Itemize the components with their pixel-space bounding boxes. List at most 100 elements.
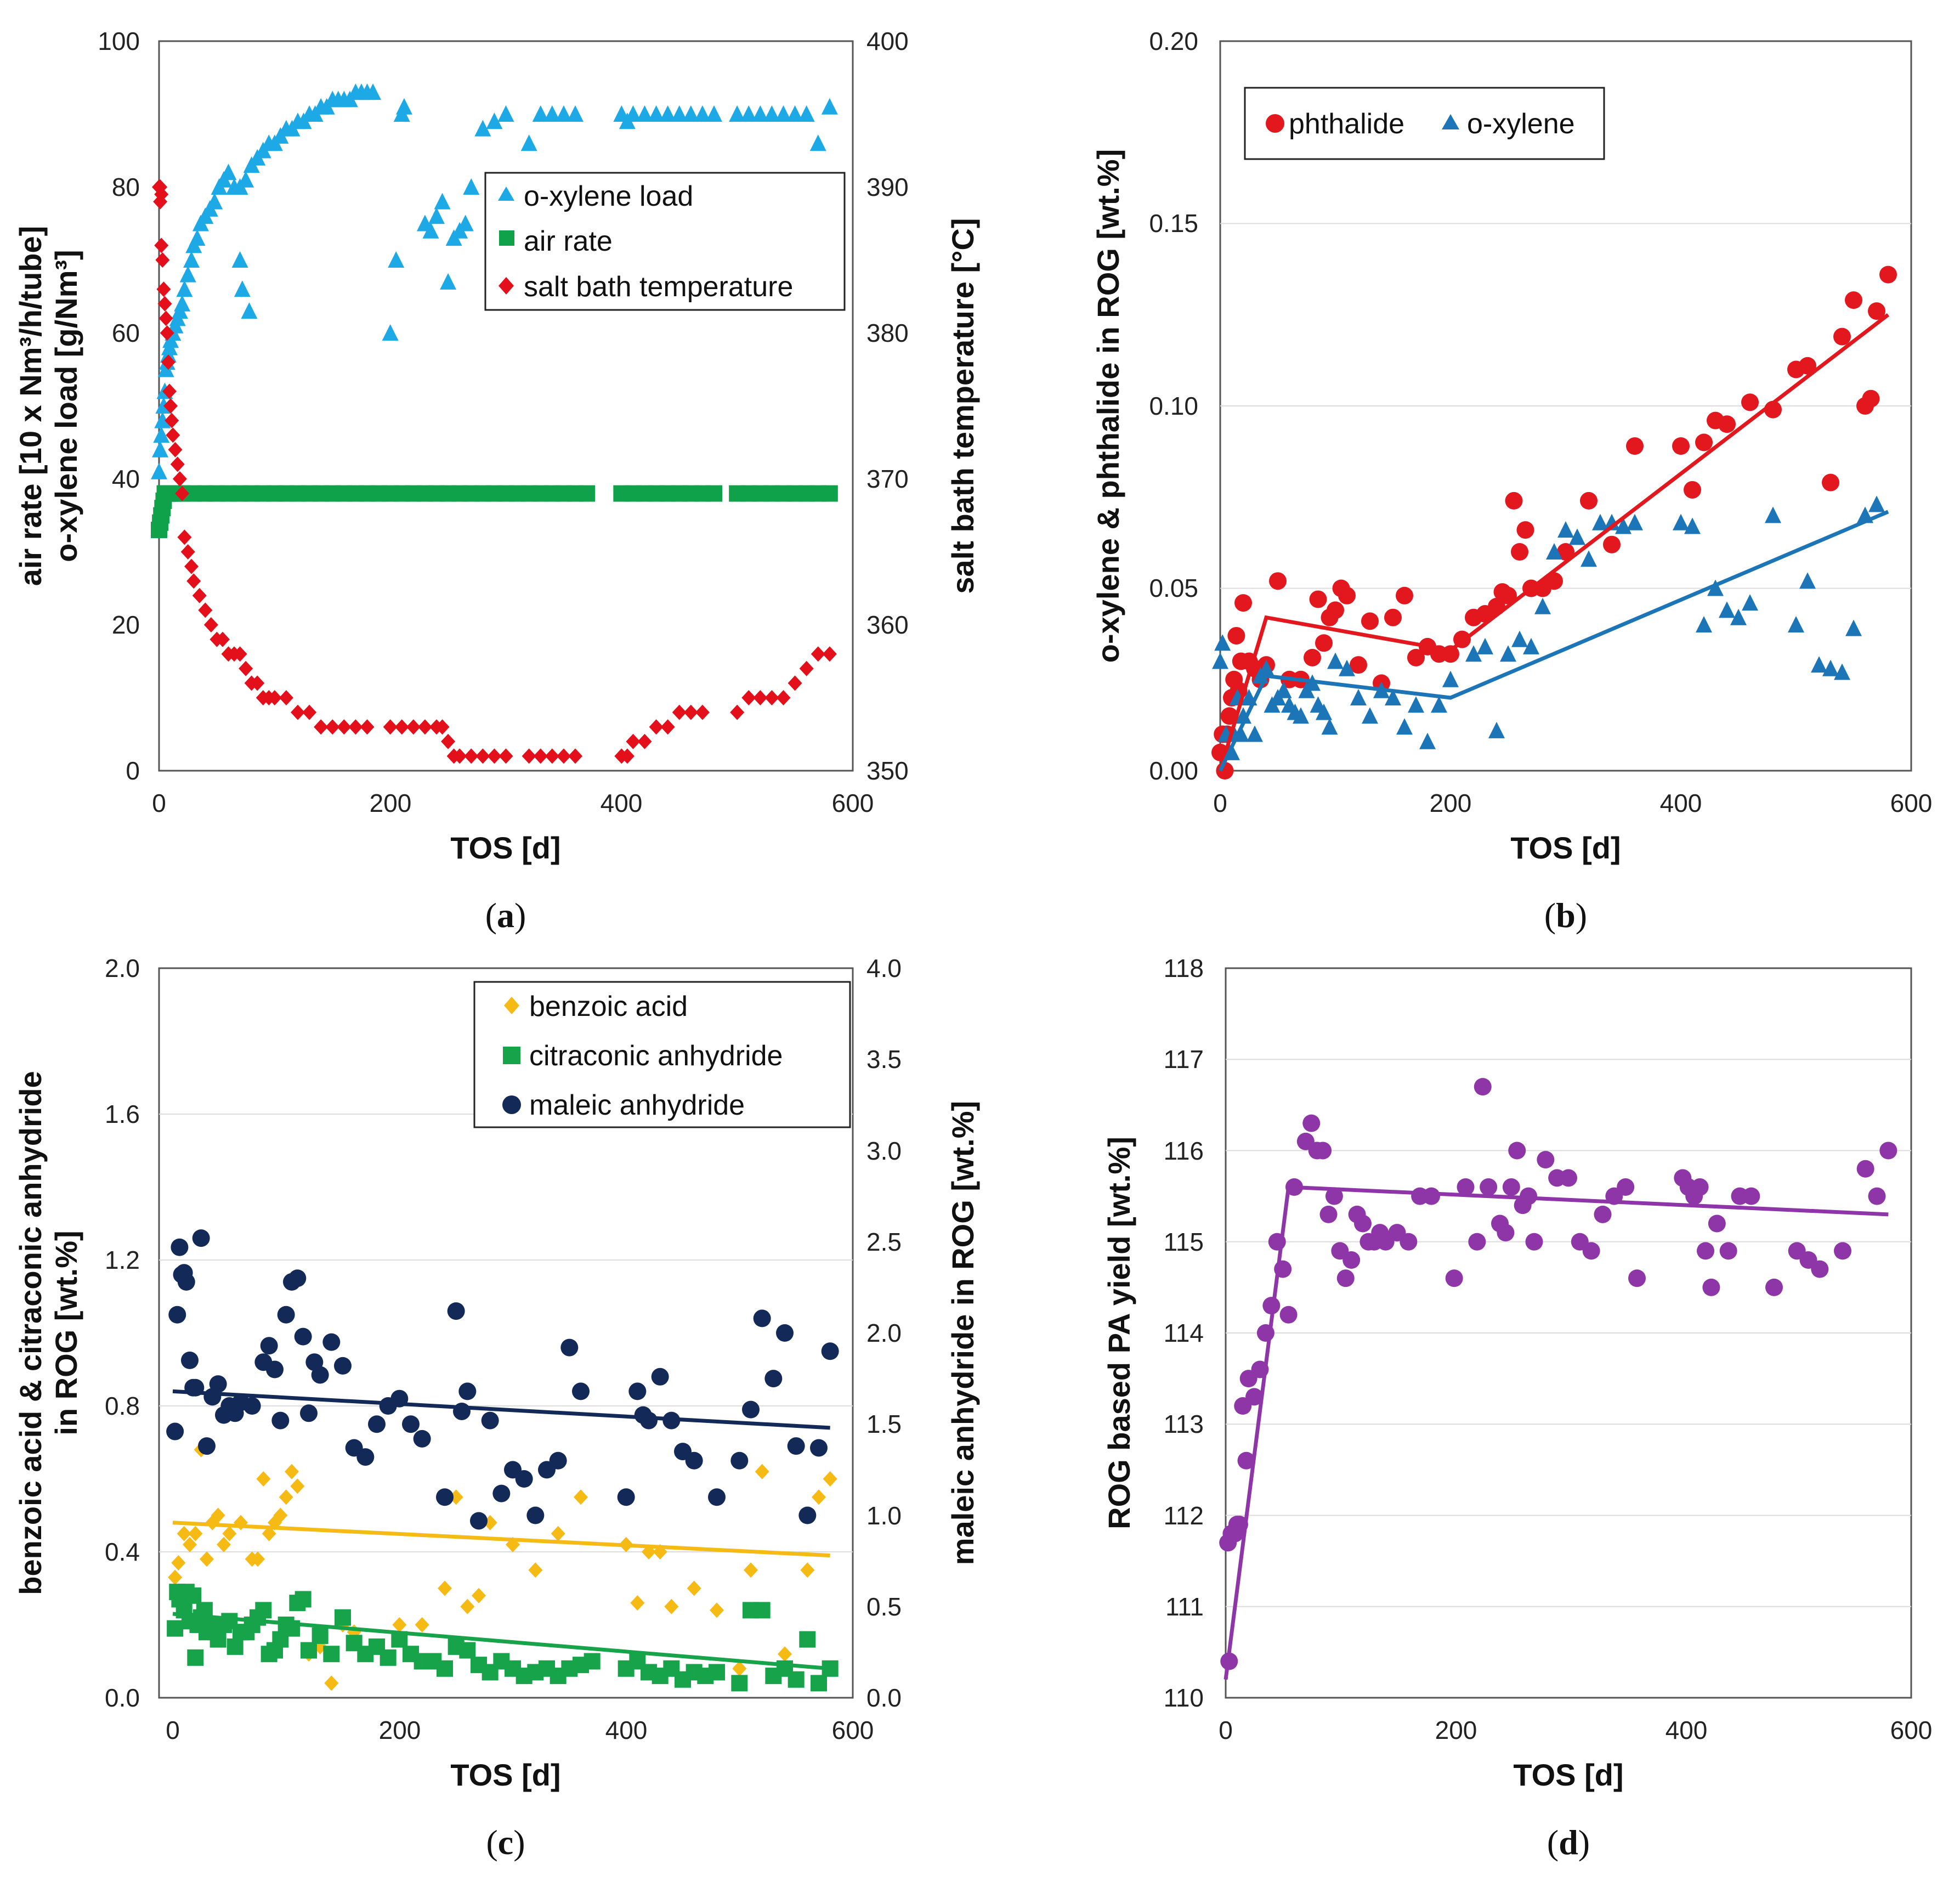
panel-c-citraconic-anhydride-point [185, 1587, 202, 1604]
panel-a-salt-bath-temperature-point [170, 456, 185, 472]
panel-a-legend-marker-oxylene [498, 187, 514, 201]
panel-a-salt-bath-temperature-point [163, 398, 178, 414]
panel-c-maleic-anhydride-point [413, 1430, 431, 1448]
panel-a-o-xylene-load-point [798, 105, 815, 122]
panel-d-pa-yield-point [1474, 1078, 1492, 1096]
panel-a-salt-bath-temperature-point [158, 310, 173, 326]
panel-c-benzoic-acid-point [262, 1526, 276, 1541]
panel-c-citraconic-anhydride-point [799, 1631, 816, 1648]
panel-b-o-xylene-point [1581, 550, 1597, 567]
panel-b-o-xylene-point [1799, 572, 1816, 589]
panel-c-citraconic-anhydride-point [209, 1631, 226, 1648]
panel-a-salt-bath-temperature-point [545, 748, 559, 764]
panel-c-maleic-anhydride-point [171, 1238, 189, 1256]
panel-d-ytick-3: 113 [1164, 1410, 1204, 1438]
panel-c-citraconic-anhydride-point [459, 1642, 476, 1659]
panel-d-pa-yield-point [1445, 1269, 1463, 1287]
panel-a-plot-area [158, 40, 854, 772]
panel-b-xtick-1: 200 [1430, 789, 1472, 817]
panel-b-o-xylene-point [1627, 513, 1643, 530]
panel-c-maleic-anhydride-point [628, 1382, 647, 1400]
panel-c-maleic-anhydride-point [243, 1397, 261, 1415]
panel-d-pa-yield-point [1302, 1114, 1321, 1132]
panel-d-pa-yield-point [1525, 1233, 1543, 1251]
panel-c-maleic-anhydride-point [177, 1273, 195, 1291]
panel-a-ytick-2: 40 [112, 465, 140, 493]
panel-a-salt-bath-temperature-point [626, 733, 641, 749]
panel-a-salt-bath-temperature-point [441, 733, 456, 749]
panel-d-caption-letter: d [1559, 1823, 1578, 1862]
panel-c-plot-area [158, 967, 854, 1699]
panel-b-phthalide-point [1799, 357, 1816, 375]
panel-a-salt-bath-temperature-point [406, 719, 421, 735]
panel-c-legend-box [473, 981, 851, 1128]
panel-a-o-xylene-load-point [821, 98, 838, 115]
panel-c-ylabel2: in ROG [wt.%] [49, 1230, 83, 1435]
panel-b-phthalide-point [1845, 291, 1862, 309]
panel-d-pa-yield-point [1834, 1242, 1851, 1260]
panel-c-citraconic-anhydride-point [301, 1642, 317, 1659]
panel-a-ylabel: air rate [10 x Nm³/h/tube] [13, 226, 48, 586]
panel-b-phthalide-point [1868, 302, 1885, 320]
panel-d-pa-yield-point [1811, 1260, 1829, 1278]
panel-b-phthalide-point [1384, 608, 1402, 626]
panel-c-maleic-anhydride-point [742, 1400, 760, 1419]
panel-c-citraconic-fit-line [172, 1612, 830, 1671]
panel-b-o-xylene-point [1327, 652, 1344, 669]
panel-a-xtick-0: 0 [152, 789, 166, 817]
panel-c-maleic-anhydride-point [436, 1488, 454, 1506]
panel-c-ytick-3: 1.2 [105, 1246, 140, 1274]
panel-a-salt-bath-temperature-point [683, 704, 698, 720]
panel-b-o-xylene-point [1419, 732, 1436, 749]
panel-a-o-xylene-load-point [463, 178, 480, 195]
panel-b-o-xylene-point [1431, 696, 1447, 713]
panel-b-o-xylene-point [1385, 689, 1401, 705]
panel-b-phthalide-point [1684, 481, 1701, 499]
panel-b-phthalide-point [1626, 437, 1644, 455]
panel-c-benzoic-acid-point [183, 1536, 197, 1552]
panel-b-phthalide-point [1516, 521, 1534, 539]
panel-b-ytick-0: 0.00 [1149, 756, 1198, 785]
panel-a-salt-bath-temperature-point [180, 544, 195, 560]
panel-b-phthalide-point [1309, 590, 1327, 608]
panel-b-phthalide-point [1304, 648, 1321, 666]
panel-d-pa-yield-point [1719, 1242, 1737, 1260]
panel-c-maleic-anhydride-point [181, 1351, 199, 1369]
panel-a-caption-letter: a [497, 896, 514, 935]
panel-a-o-xylene-load-point [151, 462, 167, 479]
panel-c-benzoic-acid-point [211, 1507, 225, 1523]
panel-a-air-rate-point [821, 485, 838, 502]
panel-a-o-xylene-load-point [154, 411, 171, 428]
panel-b-phthalide-point [1672, 437, 1690, 455]
panel-a-o-xylene-load-point [237, 171, 254, 188]
panel-d-pa-yield-point [1245, 1388, 1264, 1406]
panel-a-salt-bath-temperature-point [811, 646, 825, 662]
panel-c-maleic-anhydride-point [776, 1324, 794, 1342]
panel-a-salt-bath-temperature-point [156, 281, 171, 297]
panel-b-legend-phthalide: phthalide [1289, 108, 1404, 140]
panel-c-maleic-anhydride-point [470, 1512, 488, 1530]
panel-d-pa-yield-point [1765, 1278, 1783, 1296]
panel-c-y2tick-2: 1.0 [866, 1501, 902, 1530]
panel-d-pa-yield-point [1560, 1169, 1577, 1187]
panel-a-salt-bath-temperature-point [348, 719, 363, 735]
panel-b-phthalide-point [1327, 601, 1344, 619]
panel-a-salt-bath-temperature-point [533, 748, 548, 764]
panel-a-salt-bath-temperature-point [239, 660, 253, 676]
panel-a-o-xylene-load-point [775, 105, 792, 122]
panel-b-ylabel: o-xylene & phthalide in ROG [wt.%] [1091, 149, 1125, 663]
panel-a-salt-bath-temperature-point [215, 631, 230, 647]
panel-c-citraconic-anhydride-point [437, 1660, 453, 1677]
panel-a-salt-bath-temperature-point [166, 427, 180, 443]
panel-c-maleic-anhydride-point [651, 1368, 669, 1386]
panel-a-salt-bath-temperature-point [233, 646, 247, 662]
panel-c-citraconic-anhydride-point [226, 1638, 243, 1655]
panel-a-legend-box [484, 172, 846, 311]
panel-a-y2tick-2: 370 [866, 465, 909, 493]
panel-d-pa-yield-point [1582, 1242, 1600, 1260]
panel-c-benzoic-fit-line [172, 1521, 830, 1558]
panel-a-o-xylene-load-point [567, 105, 584, 122]
panel-d-pa-yield-point [1537, 1151, 1555, 1169]
panel-b-o-xylene-point [1212, 652, 1228, 669]
panel-a-salt-bath-temperature-point [177, 529, 192, 545]
